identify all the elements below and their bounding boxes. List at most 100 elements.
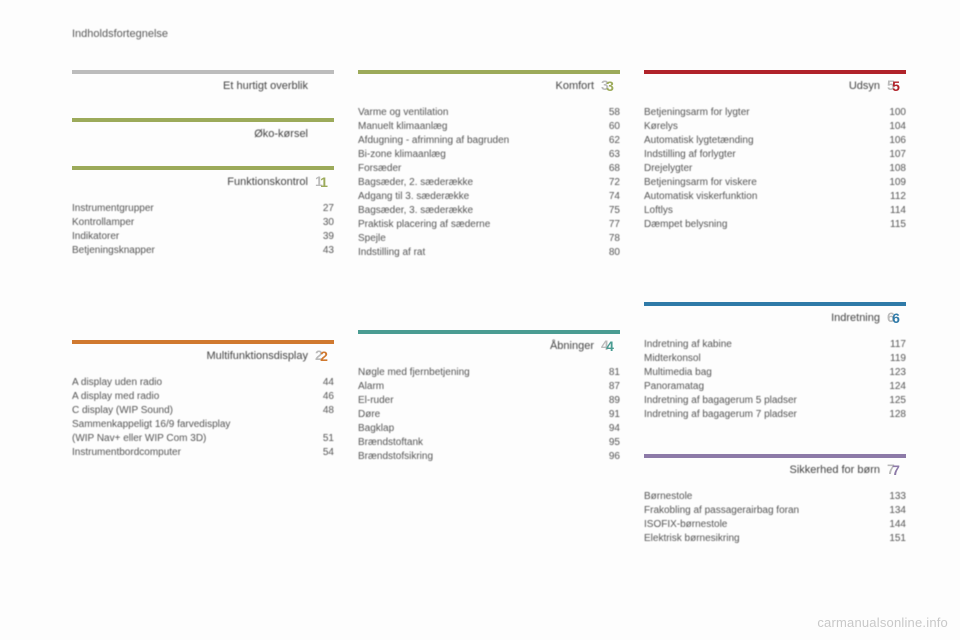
toc-item-page: 119	[882, 352, 906, 366]
toc-item-label: A display uden radio	[72, 376, 162, 390]
toc-item: Indretning af bagagerum 7 pladser 128	[644, 408, 906, 422]
section-rule	[72, 70, 334, 74]
toc-item-label: Alarm	[358, 380, 384, 394]
section-heading: Multifunktionsdisplay	[72, 350, 314, 362]
toc-item: Alarm87	[358, 380, 620, 394]
toc-item-label: Bagklap	[358, 422, 394, 436]
toc-item-label: ISOFIX-børnestole	[644, 518, 727, 532]
toc-item: Bi-zone klimaanlæg63	[358, 148, 620, 162]
section-rule	[72, 118, 334, 122]
toc-item: Indikatorer39	[72, 230, 334, 244]
toc-item: Børnestole133	[644, 490, 906, 504]
toc-item-page: 80	[601, 246, 620, 260]
section-heading-row: Øko-kørsel	[72, 124, 334, 144]
toc-item-label: Midterkonsol	[644, 352, 701, 366]
section-items: Børnestole133Frakobling af passagerairba…	[644, 490, 906, 546]
toc-item: Spejle78	[358, 232, 620, 246]
toc-section: Komfort33Varme og ventilation58Manuelt k…	[358, 70, 620, 260]
toc-item: Drejelygter108	[644, 162, 906, 176]
toc-item-label: Sammenkappeligt 16/9 farvedisplay	[72, 418, 230, 432]
toc-item: Varme og ventilation58	[358, 106, 620, 120]
toc-columns: Et hurtigt overblik Øko-kørsel Funktions…	[72, 70, 906, 568]
section-number-badge: 66	[886, 308, 906, 328]
toc-item: Kørelys104	[644, 120, 906, 134]
toc-item-label: Brændstofsikring	[358, 450, 433, 464]
toc-item-label: Automatisk lygtetænding	[644, 134, 754, 148]
toc-item-label: Bagsæder, 2. sæderække	[358, 176, 473, 190]
toc-item: Bagsæder, 2. sæderække72	[358, 176, 620, 190]
toc-item: Forsæder 68	[358, 162, 620, 176]
toc-item: Multimedia bag 123	[644, 366, 906, 380]
toc-item: Indretning af bagagerum 5 pladser125	[644, 394, 906, 408]
toc-item-page: 30	[315, 216, 334, 230]
section-heading: Indretning	[644, 312, 886, 324]
badge-number: 5	[892, 78, 900, 94]
toc-item: A display med radio46	[72, 390, 334, 404]
toc-item: Loftlys114	[644, 204, 906, 218]
toc-item-label: A display med radio	[72, 390, 159, 404]
page-title: Indholdsfortegnelse	[72, 28, 168, 40]
toc-section: Indretning66 Indretning af kabine117Midte…	[644, 302, 906, 422]
toc-item: Bagklap94	[358, 422, 620, 436]
toc-item-page: 133	[881, 490, 906, 504]
badge-number: 2	[320, 348, 328, 364]
toc-item-label: El-ruder	[358, 394, 394, 408]
toc-item: Afdugning - afrimning af bagruden62	[358, 134, 620, 148]
toc-item-page: 58	[601, 106, 620, 120]
section-number-badge: 22	[314, 346, 334, 366]
toc-item-label: C display (WIP Sound)	[72, 404, 173, 418]
toc-item-label: Nøgle med fjernbetjening	[358, 366, 470, 380]
toc-item: Indretning af kabine117	[644, 338, 906, 352]
section-items: A display uden radio44A display med radi…	[72, 376, 334, 460]
badge-number: 3	[606, 78, 614, 94]
section-rule	[644, 70, 906, 74]
toc-item-label: Multimedia bag	[644, 366, 712, 380]
toc-item-label: Bi-zone klimaanlæg	[358, 148, 446, 162]
section-number-badge: 77	[886, 460, 906, 480]
toc-column: Udsyn55Betjeningsarm for lygter100Kørely…	[644, 70, 906, 568]
toc-item-page: 134	[881, 504, 906, 518]
section-heading: Sikkerhed for børn	[644, 464, 886, 476]
toc-item-label: Drejelygter	[644, 162, 692, 176]
toc-item: Instrumentgrupper27	[72, 202, 334, 216]
toc-item: Nøgle med fjernbetjening81	[358, 366, 620, 380]
badge-number: 1	[320, 174, 328, 190]
toc-item-label: Forsæder	[358, 162, 401, 176]
watermark: carmanualsonline.info	[817, 615, 948, 630]
toc-item-label: Betjeningsarm for lygter	[644, 106, 750, 120]
toc-item: Sammenkappeligt 16/9 farvedisplay	[72, 418, 334, 432]
toc-item-page: 39	[315, 230, 334, 244]
toc-item: (WIP Nav+ eller WIP Com 3D)51	[72, 432, 334, 446]
toc-item-label: Automatisk viskerfunktion	[644, 190, 757, 204]
toc-section: Et hurtigt overblik	[72, 70, 334, 96]
toc-item-label: Manuelt klimaanlæg	[358, 120, 448, 134]
toc-item-page: 123	[881, 366, 906, 380]
toc-item-page: 96	[601, 450, 620, 464]
toc-item-label: Indretning af bagagerum 7 pladser	[644, 408, 797, 422]
toc-item-page: 54	[315, 446, 334, 460]
section-items: Nøgle med fjernbetjening81Alarm87El-rude…	[358, 366, 620, 464]
toc-item: Instrumentbordcomputer54	[72, 446, 334, 460]
section-heading-row: Åbninger44	[358, 336, 620, 356]
toc-item-label: Instrumentgrupper	[72, 202, 154, 216]
toc-item-page: 44	[315, 376, 334, 390]
section-number-badge: 44	[600, 336, 620, 356]
section-items: Varme og ventilation58Manuelt klimaanlæg…	[358, 106, 620, 260]
toc-item-page: 151	[881, 532, 906, 546]
toc-section: Åbninger44 Nøgle med fjernbetjening81Alar…	[358, 330, 620, 464]
toc-item-page: 100	[881, 106, 906, 120]
section-items: Betjeningsarm for lygter100Kørelys104Aut…	[644, 106, 906, 232]
toc-section: Sikkerhed for børn77 Børnestole133Frakobl…	[644, 454, 906, 546]
toc-item: Dæmpet belysning115	[644, 218, 906, 232]
section-heading-row: Funktionskontrol11	[72, 172, 334, 192]
toc-item: Brændstoftank95	[358, 436, 620, 450]
section-heading-row: Et hurtigt overblik	[72, 76, 334, 96]
section-heading: Åbninger	[358, 340, 600, 352]
toc-item-label: Afdugning - afrimning af bagruden	[358, 134, 509, 148]
toc-item-page: 128	[881, 408, 906, 422]
toc-item-label: Kontrollamper	[72, 216, 134, 230]
toc-item-page: 68	[601, 162, 620, 176]
toc-section: Udsyn55Betjeningsarm for lygter100Kørely…	[644, 70, 906, 232]
toc-item-label: Indstilling af forlygter	[644, 148, 736, 162]
toc-item-label: Betjeningsknapper	[72, 244, 155, 258]
